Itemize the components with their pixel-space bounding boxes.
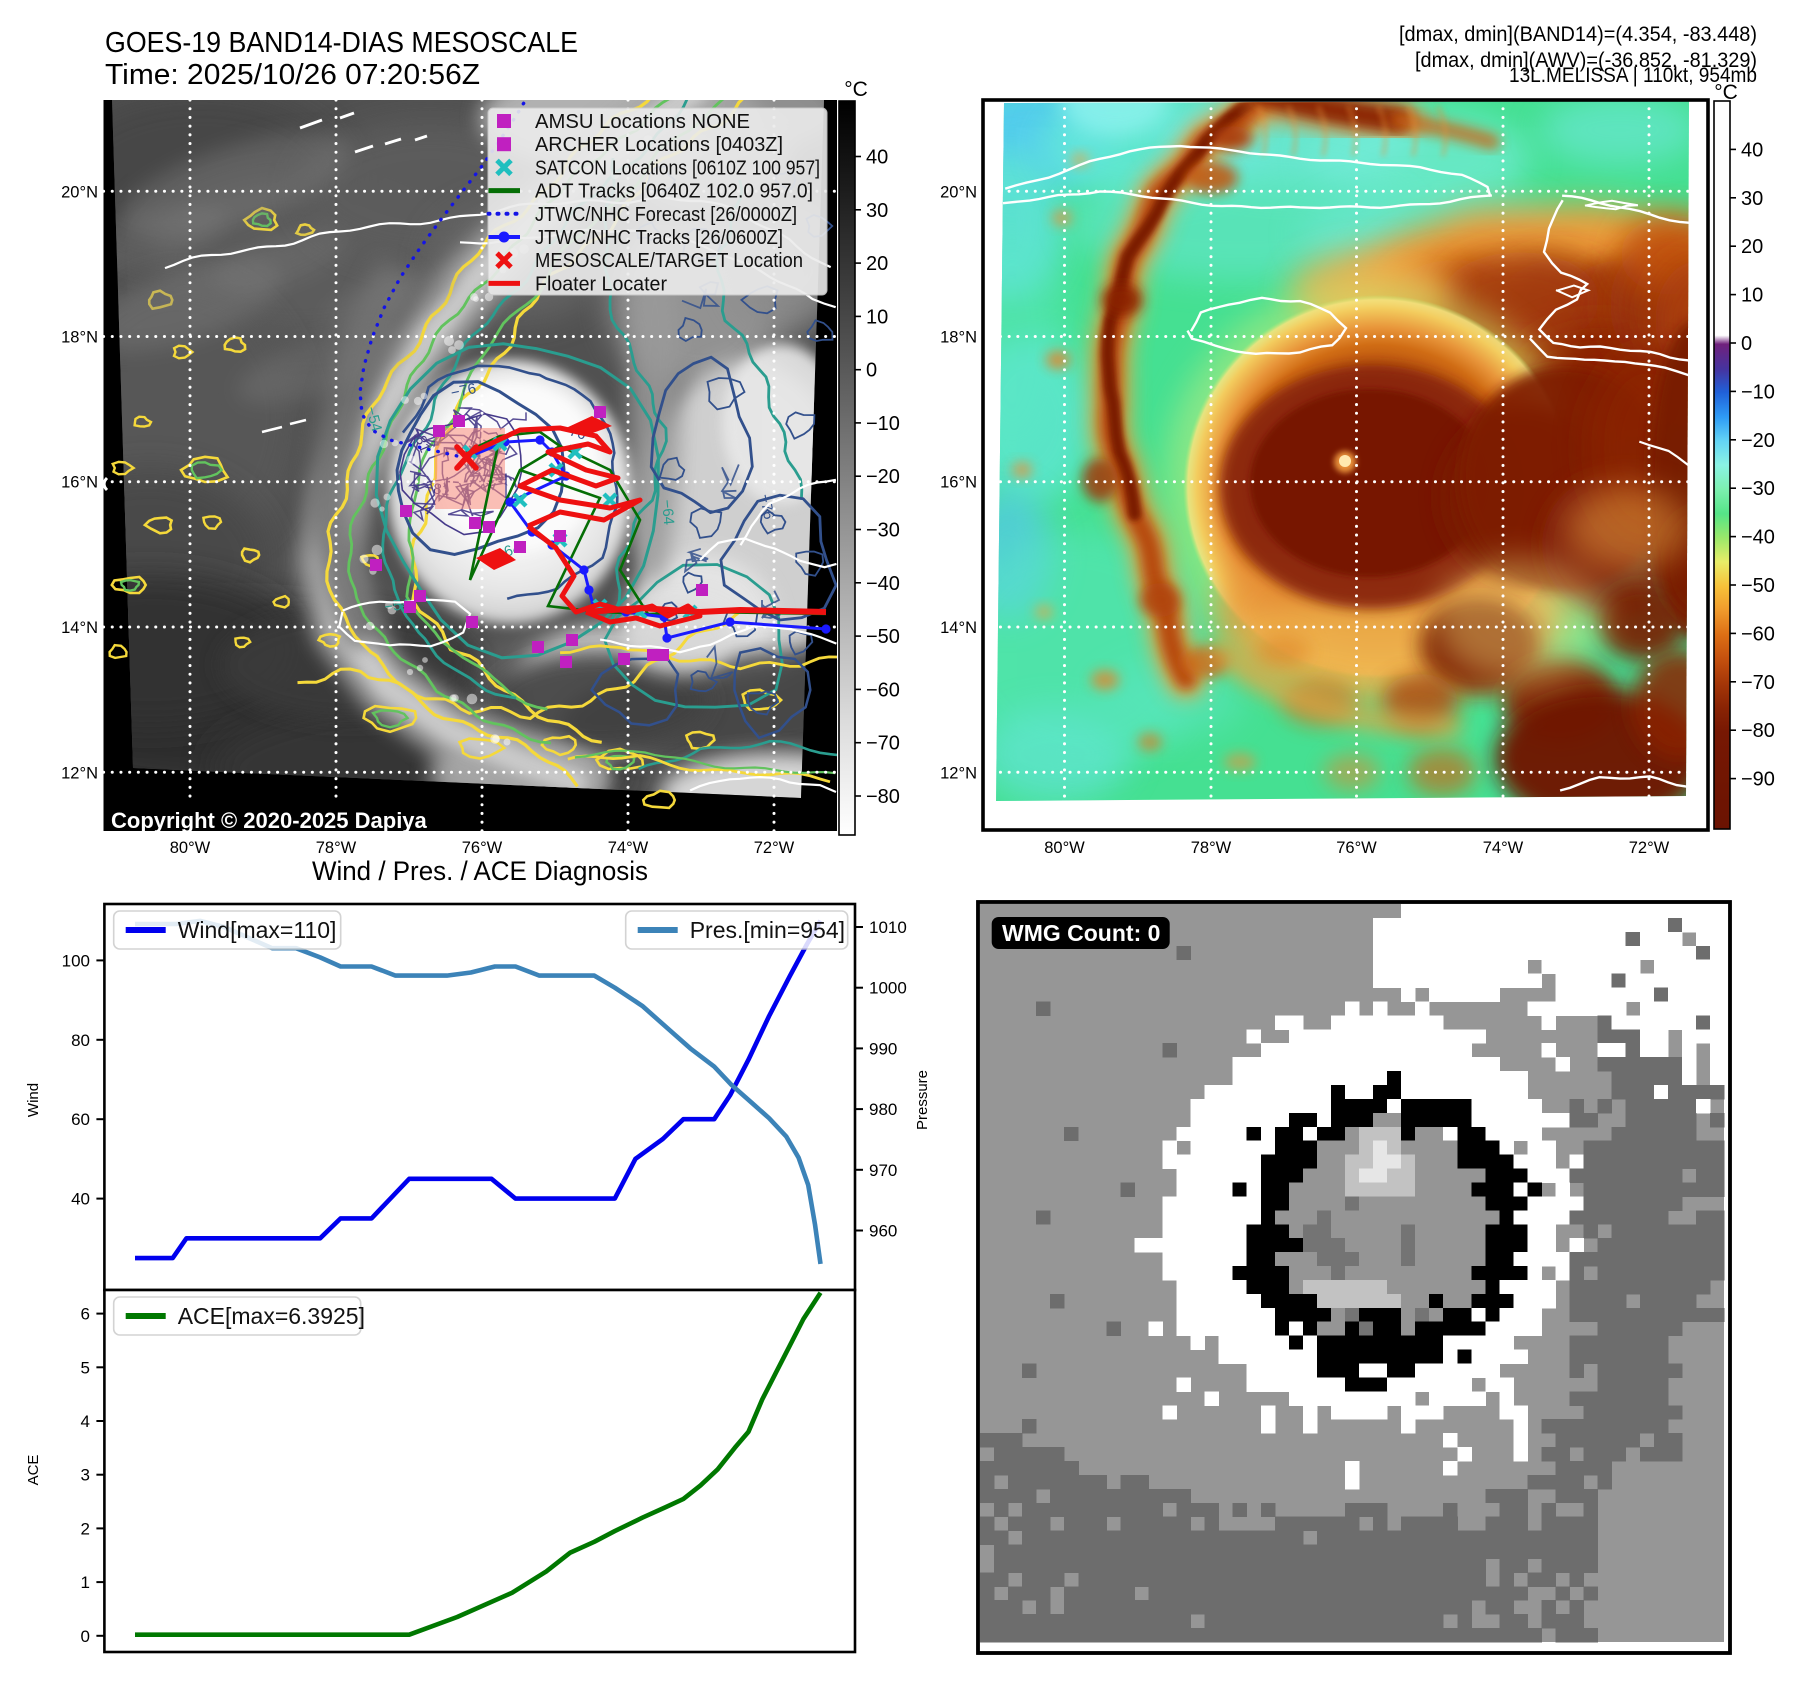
svg-text:14°N: 14°N — [61, 619, 98, 637]
svg-text:1000: 1000 — [869, 979, 907, 998]
svg-text:°C: °C — [844, 78, 868, 101]
svg-text:JTWC/NHC Tracks [26/0600Z]: JTWC/NHC Tracks [26/0600Z] — [535, 227, 783, 249]
svg-text:100: 100 — [62, 951, 90, 970]
svg-text:ACE: ACE — [25, 1455, 42, 1486]
svg-text:Wind / Pres. / ACE Diagnosis: Wind / Pres. / ACE Diagnosis — [312, 856, 648, 886]
svg-text:−10: −10 — [1741, 381, 1775, 403]
svg-text:−80: −80 — [1741, 720, 1775, 742]
svg-text:20: 20 — [866, 253, 888, 275]
svg-text:60: 60 — [71, 1110, 90, 1129]
svg-text:GOES-19 BAND14-DIAS MESOSCALE: GOES-19 BAND14-DIAS MESOSCALE — [105, 27, 578, 59]
svg-text:ACE[max=6.3925]: ACE[max=6.3925] — [178, 1303, 365, 1329]
svg-text:78°W: 78°W — [1191, 839, 1232, 857]
svg-text:18°N: 18°N — [61, 329, 98, 347]
svg-text:−50: −50 — [1741, 575, 1775, 597]
svg-text:16°N: 16°N — [61, 474, 98, 492]
svg-text:40: 40 — [866, 147, 888, 169]
svg-text:0: 0 — [1741, 333, 1752, 355]
svg-text:Time: 2025/10/26 07:20:56Z: Time: 2025/10/26 07:20:56Z — [105, 59, 480, 91]
svg-text:−40: −40 — [866, 573, 900, 595]
svg-text:970: 970 — [869, 1161, 897, 1180]
svg-text:1010: 1010 — [869, 918, 907, 937]
svg-text:−70: −70 — [866, 733, 900, 755]
svg-text:78°W: 78°W — [316, 839, 357, 857]
svg-text:80°W: 80°W — [170, 839, 211, 857]
svg-text:0: 0 — [866, 360, 877, 382]
svg-text:12°N: 12°N — [940, 764, 977, 782]
svg-text:−30: −30 — [866, 520, 900, 542]
svg-text:13L.MELISSA | 110kt, 954mb: 13L.MELISSA | 110kt, 954mb — [1509, 64, 1757, 87]
svg-text:0: 0 — [81, 1627, 90, 1646]
svg-text:74°W: 74°W — [1483, 839, 1524, 857]
svg-text:−40: −40 — [1741, 527, 1775, 549]
svg-text:−90: −90 — [1741, 769, 1775, 791]
svg-text:−30: −30 — [1741, 478, 1775, 500]
svg-text:4: 4 — [81, 1412, 90, 1431]
svg-text:[dmax, dmin](AWV)=(-36.852, -8: [dmax, dmin](AWV)=(-36.852, -81.329) — [1415, 49, 1757, 72]
svg-text:[dmax, dmin](BAND14)=(4.354, -: [dmax, dmin](BAND14)=(4.354, -83.448) — [1399, 23, 1757, 46]
svg-text:ARCHER Locations [0403Z]: ARCHER Locations [0403Z] — [535, 134, 783, 156]
svg-text:72°W: 72°W — [1629, 839, 1670, 857]
svg-text:20: 20 — [1741, 236, 1763, 258]
svg-text:30: 30 — [866, 200, 888, 222]
svg-text:−10: −10 — [866, 413, 900, 435]
svg-text:SATCON Locations [0610Z 100 95: SATCON Locations [0610Z 100 957] — [535, 157, 820, 179]
svg-text:76°W: 76°W — [1336, 839, 1377, 857]
svg-text:Wind: Wind — [25, 1083, 42, 1117]
svg-text:JTWC/NHC Forecast [26/0000Z]: JTWC/NHC Forecast [26/0000Z] — [535, 204, 797, 226]
svg-text:72°W: 72°W — [754, 839, 795, 857]
svg-text:−20: −20 — [866, 466, 900, 488]
svg-text:WMG Count: 0: WMG Count: 0 — [1002, 920, 1160, 946]
svg-text:40: 40 — [1741, 139, 1763, 161]
svg-text:−80: −80 — [866, 786, 900, 808]
svg-text:14°N: 14°N — [940, 619, 977, 637]
svg-text:−60: −60 — [1741, 623, 1775, 645]
svg-text:−60: −60 — [866, 679, 900, 701]
svg-text:18°N: 18°N — [940, 329, 977, 347]
svg-text:20°N: 20°N — [940, 183, 977, 201]
svg-text:80: 80 — [71, 1031, 90, 1050]
svg-text:−50: −50 — [866, 626, 900, 648]
svg-text:Wind[max=110]: Wind[max=110] — [178, 917, 337, 943]
svg-text:5: 5 — [81, 1358, 90, 1377]
svg-text:20°N: 20°N — [61, 183, 98, 201]
svg-text:Pressure: Pressure — [914, 1070, 931, 1130]
svg-text:980: 980 — [869, 1100, 897, 1119]
svg-text:30: 30 — [1741, 188, 1763, 210]
svg-text:ADT Tracks [0640Z 102.0 957.0]: ADT Tracks [0640Z 102.0 957.0] — [535, 181, 813, 203]
svg-text:Pres.[min=954]: Pres.[min=954] — [690, 917, 845, 943]
svg-text:74°W: 74°W — [608, 839, 649, 857]
svg-text:Floater Locater: Floater Locater — [535, 273, 667, 295]
svg-text:1: 1 — [81, 1573, 90, 1592]
svg-text:−64: −64 — [658, 499, 677, 526]
svg-text:−76: −76 — [449, 380, 477, 402]
svg-text:990: 990 — [869, 1039, 897, 1058]
svg-text:3: 3 — [81, 1466, 90, 1485]
svg-text:Copyright © 2020-2025 Dapiya: Copyright © 2020-2025 Dapiya — [111, 808, 428, 833]
svg-text:10: 10 — [866, 306, 888, 328]
svg-text:76°W: 76°W — [462, 839, 503, 857]
svg-text:AMSU Locations NONE: AMSU Locations NONE — [535, 111, 750, 133]
svg-text:MESOSCALE/TARGET Location: MESOSCALE/TARGET Location — [535, 250, 803, 272]
svg-text:16°N: 16°N — [940, 474, 977, 492]
svg-text:−54: −54 — [383, 596, 411, 616]
svg-text:80°W: 80°W — [1044, 839, 1085, 857]
svg-text:6: 6 — [81, 1305, 90, 1324]
svg-text:−20: −20 — [1741, 430, 1775, 452]
svg-text:−70: −70 — [1741, 672, 1775, 694]
svg-text:°C: °C — [1714, 81, 1738, 104]
svg-text:2: 2 — [81, 1519, 90, 1538]
svg-text:10: 10 — [1741, 285, 1763, 307]
svg-text:960: 960 — [869, 1222, 897, 1241]
svg-text:12°N: 12°N — [61, 764, 98, 782]
svg-text:40: 40 — [71, 1190, 90, 1209]
